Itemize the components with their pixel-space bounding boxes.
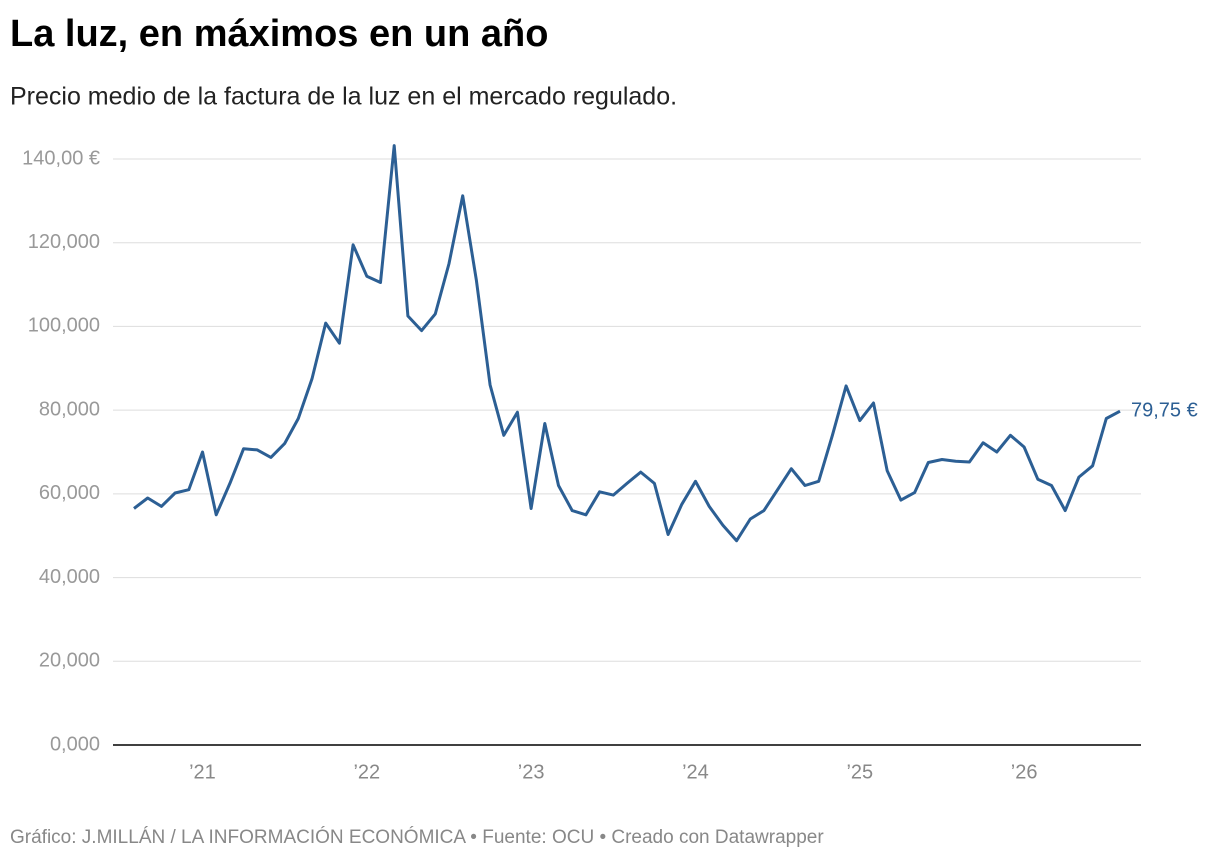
y-tick-label: 60,000 (39, 482, 100, 504)
y-tick-label: 0,000 (50, 733, 100, 755)
x-tick-label: ’26 (1011, 761, 1038, 783)
x-tick-label: ’21 (189, 761, 216, 783)
y-tick-label: 100,000 (28, 315, 100, 337)
x-tick-label: ’25 (846, 761, 873, 783)
source: Gráfico: J.MILLÁN / LA INFORMACIÓN ECONÓ… (10, 826, 824, 848)
x-tick-label: ’23 (518, 761, 545, 783)
y-tick-label: 140,00 € (22, 147, 100, 169)
chart-title: La luz, en máximos en un año (10, 13, 548, 55)
y-tick-label: 40,000 (39, 566, 100, 588)
y-tick-label: 120,000 (28, 231, 100, 253)
line (133, 144, 1121, 543)
chart-subtitle: Precio medio de la factura de la luz en … (10, 83, 677, 111)
x-tick-label: ’22 (353, 761, 380, 783)
value-label: 79,75 € (1131, 399, 1198, 421)
x-tick-label: ’24 (682, 761, 709, 783)
y-tick-label: 80,000 (39, 398, 100, 420)
y-tick-label: 20,000 (39, 650, 100, 672)
